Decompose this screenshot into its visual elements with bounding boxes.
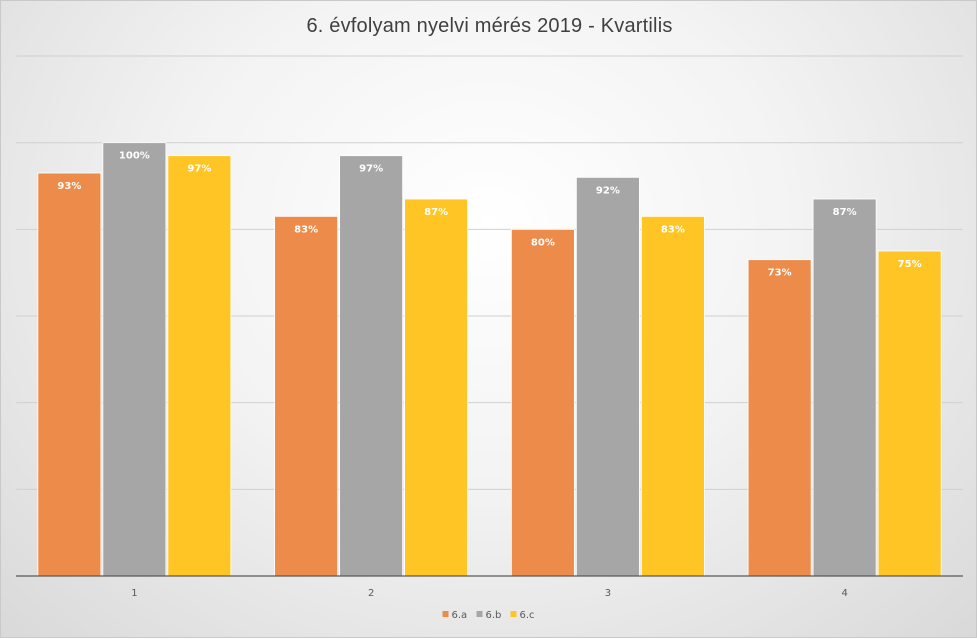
data-label: 93% [57,181,81,192]
data-label: 97% [187,164,211,175]
data-label: 97% [359,164,383,175]
bar-6c-1 [167,155,232,577]
data-label: 73% [768,268,792,279]
legend-entry: 6.c [520,610,535,621]
data-label: 80% [531,237,555,248]
legend-entry: 6.a [452,610,468,621]
x-tick-label: 2 [368,588,374,599]
bar-6a-1 [37,172,102,577]
data-label: 92% [596,185,620,196]
data-label: 87% [833,207,857,218]
chart-title: 6. évfolyam nyelvi mérés 2019 - Kvartili… [306,15,673,37]
bar-6a-4 [747,259,812,577]
x-tick-label: 3 [605,588,611,599]
bar-6c-4 [877,250,942,577]
bar-6b-1 [102,142,167,577]
legend-swatch [510,611,517,617]
bars [37,142,942,577]
bar-6c-2 [404,198,469,577]
data-label: 100% [119,151,150,162]
bar-6b-2 [339,155,404,577]
data-label: 87% [424,207,448,218]
data-label: 75% [898,259,922,270]
bar-6c-3 [640,215,705,577]
x-tick-label: 1 [131,588,137,599]
data-label: 83% [294,224,318,235]
legend-entry: 6.b [486,610,502,621]
bar-6a-3 [510,228,575,577]
data-labels: 93% 100% 97% 83% 97% 87% 80% 92% 83% 73% 87% 75% [57,151,921,279]
legend-swatch [442,611,449,617]
bar-6a-2 [274,215,339,577]
legend-swatch [476,611,483,617]
x-axis: 1 2 3 4 [16,575,963,599]
x-tick-label: 4 [841,588,847,599]
bar-6b-4 [812,198,877,577]
data-label: 83% [661,224,685,235]
legend: 6.a 6.b 6.c [442,610,535,621]
bar-6b-3 [575,176,640,577]
